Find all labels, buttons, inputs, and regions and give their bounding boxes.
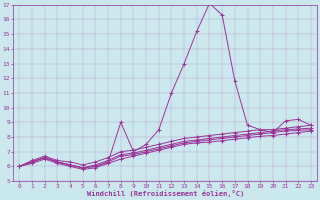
X-axis label: Windchill (Refroidissement éolien,°C): Windchill (Refroidissement éolien,°C) [86, 190, 244, 197]
